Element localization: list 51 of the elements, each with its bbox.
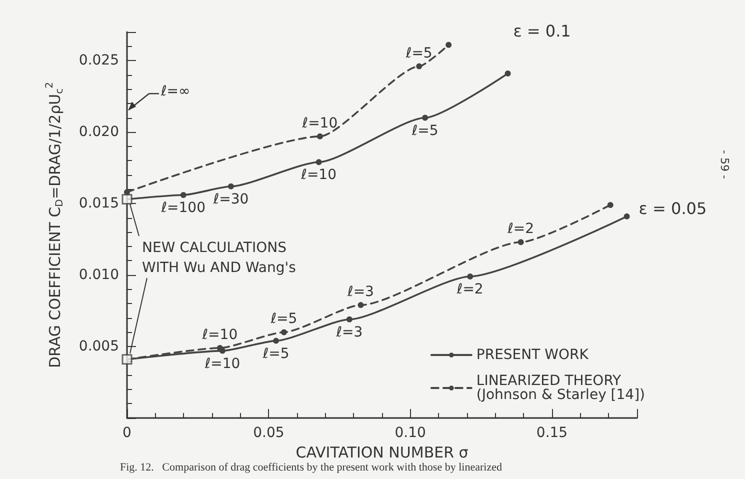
point <box>358 302 364 308</box>
annotation: ℓ=100 <box>160 200 206 216</box>
point <box>624 213 630 220</box>
point <box>422 114 428 121</box>
point <box>316 159 322 166</box>
point <box>280 329 287 336</box>
x-tick-label: 0.10 <box>394 425 426 441</box>
annotation: ℓ=10 <box>201 326 238 343</box>
annotation: ε = 0.1 <box>513 21 571 40</box>
point <box>122 194 132 205</box>
point <box>504 70 511 76</box>
y-tick-label: 0.025 <box>78 52 119 69</box>
point <box>416 63 422 70</box>
legend-label: LINEARIZED THEORY (Johnson & Starley [14]) <box>476 373 646 403</box>
annotation: NEW CALCULATIONS WITH Wu AND Wang's <box>142 240 296 276</box>
x-tick-label: 0.15 <box>536 425 568 441</box>
legend-label: PRESENT WORK <box>476 347 590 363</box>
y-axis-title: DRAG COEFFICIENT CD=DRAG/1/2ρUc2 <box>44 82 66 368</box>
annotation: ℓ=5 <box>404 45 432 62</box>
annotation: ℓ=10 <box>301 115 338 132</box>
annotation: ℓ=3 <box>346 284 374 300</box>
point <box>122 354 132 365</box>
text: - 59 - <box>718 150 731 179</box>
point <box>518 239 524 246</box>
annotation: ℓ=5 <box>410 122 438 139</box>
point <box>446 42 452 48</box>
y-tick-label: 0.010 <box>78 267 119 284</box>
y-tick-label: 0.005 <box>78 338 119 355</box>
annotation: ℓ=10 <box>204 356 240 372</box>
caption: Fig. 12. Comparison of drag coefficients by the present work with those by linearized <box>120 462 502 474</box>
x-axis-title: CAVITATION NUMBER σ <box>296 443 469 462</box>
point <box>316 133 323 140</box>
annotation: ℓ=2 <box>456 281 484 298</box>
annotation: ℓ=3 <box>335 324 363 340</box>
point <box>467 273 474 280</box>
annotation: ℓ=5 <box>262 346 290 362</box>
point <box>228 183 234 190</box>
annotation: ℓ=∞ <box>160 84 190 100</box>
text: ε = 0.05 <box>638 199 707 218</box>
point <box>273 338 280 344</box>
annotation: ℓ=10 <box>300 167 336 184</box>
point <box>607 202 614 208</box>
point <box>180 192 186 198</box>
x-tick-label: 0 <box>122 425 132 441</box>
point <box>346 316 352 322</box>
annotation: ℓ=5 <box>270 311 298 328</box>
y-tick-label: 0.020 <box>78 124 119 140</box>
y-tick-label: 0.015 <box>78 196 119 212</box>
annotation: ℓ=30 <box>212 191 249 208</box>
annotation: ℓ=2 <box>506 221 534 238</box>
x-tick-label: 0.05 <box>253 425 284 441</box>
